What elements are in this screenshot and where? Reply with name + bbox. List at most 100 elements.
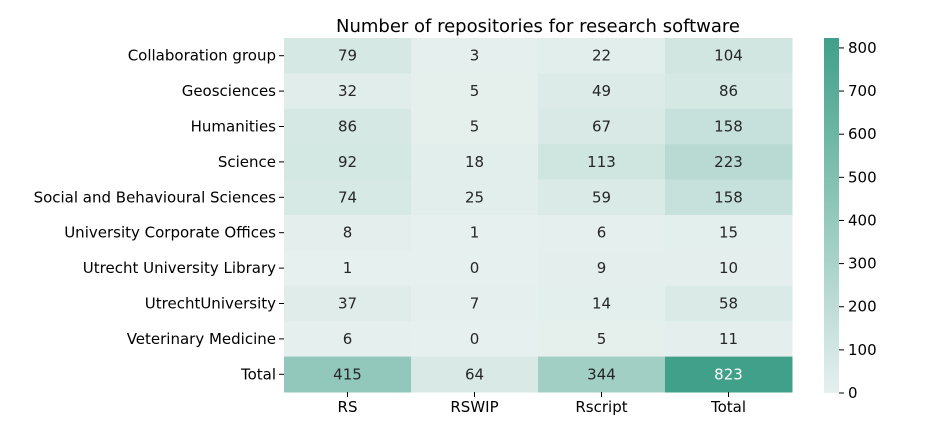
- cell-value-label: 7: [470, 295, 480, 313]
- heatmap-cell: [665, 250, 793, 287]
- heatmap-cell: [284, 108, 412, 145]
- heatmap-cell: [411, 108, 539, 145]
- colorbar-tick-label: 500: [848, 168, 877, 186]
- column-label: Rscript: [575, 398, 627, 416]
- cell-value-label: 113: [587, 153, 616, 171]
- heatmap-cell: [665, 321, 793, 358]
- heatmap-cell: [411, 215, 539, 251]
- cell-value-label: 18: [465, 153, 484, 171]
- cell-value-label: 823: [714, 365, 743, 383]
- heatmap-cell: [284, 179, 412, 216]
- heatmap-cell: [411, 250, 539, 287]
- cell-value-label: 104: [714, 47, 743, 65]
- cell-value-label: 22: [592, 47, 611, 65]
- cell-value-label: 3: [470, 47, 480, 65]
- cell-value-label: 0: [470, 330, 480, 348]
- heatmap-cell: [665, 73, 793, 110]
- heatmap-cell: [538, 285, 666, 322]
- heatmap-cell: [284, 356, 412, 393]
- heatmap-cell: [665, 215, 793, 251]
- cell-value-label: 79: [338, 47, 357, 65]
- row-label: Veterinary Medicine: [127, 330, 276, 348]
- cell-value-label: 10: [719, 259, 738, 277]
- cell-value-label: 59: [592, 188, 611, 206]
- heatmap-cell: [411, 356, 539, 393]
- heatmap-cell: [665, 38, 793, 74]
- cell-value-label: 1: [470, 224, 480, 242]
- cell-value-label: 92: [338, 153, 357, 171]
- heatmap-cell: [538, 144, 666, 181]
- column-labels: RS RSWIP Rscript Total: [338, 392, 746, 416]
- chart-title: Number of repositories for research soft…: [336, 16, 740, 37]
- heatmap-cell: [284, 73, 412, 110]
- cell-value-label: 6: [343, 330, 353, 348]
- cell-value-label: 223: [714, 153, 743, 171]
- heatmap-cell: [665, 144, 793, 181]
- cell-value-label: 14: [592, 295, 611, 313]
- row-label: Humanities: [191, 118, 277, 136]
- heatmap-cell: [538, 356, 666, 393]
- heatmap-cell: [538, 179, 666, 216]
- cell-value-label: 86: [338, 118, 357, 136]
- row-label: Geosciences: [182, 82, 276, 100]
- cell-value-label: 158: [714, 188, 743, 206]
- heatmap-cell: [665, 108, 793, 145]
- heatmap-cell: [411, 179, 539, 216]
- heatmap-cell: [665, 356, 793, 393]
- cell-value-label: 49: [592, 82, 611, 100]
- cell-value-label: 5: [470, 82, 480, 100]
- cell-value-label: 1: [343, 259, 353, 277]
- heatmap-cell: [538, 250, 666, 287]
- heatmap-cell: [665, 179, 793, 216]
- heatmap-cell: [411, 321, 539, 358]
- cell-value-label: 0: [470, 259, 480, 277]
- cell-value-label: 5: [597, 330, 607, 348]
- cell-value-label: 64: [465, 365, 484, 383]
- colorbar-tick-label: 800: [848, 39, 877, 57]
- heatmap-cell: [538, 321, 666, 358]
- colorbar-ticks: 0 100 200 300 400 500 600 700 800: [839, 39, 877, 402]
- colorbar: [824, 38, 839, 393]
- heatmap-cell: [284, 285, 412, 322]
- heatmap-cell: [665, 285, 793, 322]
- cell-value-label: 37: [338, 295, 357, 313]
- column-label: RSWIP: [450, 398, 498, 416]
- heatmap-cell: [411, 144, 539, 181]
- heatmap-cell: [538, 73, 666, 110]
- cell-value-label: 86: [719, 82, 738, 100]
- cell-value-label: 9: [597, 259, 607, 277]
- heatmap-cell: [538, 108, 666, 145]
- cell-value-label: 25: [465, 188, 484, 206]
- heatmap-cell: [284, 250, 412, 287]
- row-label: Total: [240, 365, 276, 383]
- row-label: Utrecht University Library: [83, 259, 276, 277]
- cell-value-label: 415: [333, 365, 362, 383]
- cell-value-label: 67: [592, 118, 611, 136]
- row-labels: Collaboration group Geosciences Humanities…: [34, 47, 284, 383]
- cell-value-label: 6: [597, 224, 607, 242]
- cell-value-label: 5: [470, 118, 480, 136]
- heatmap-cell: [284, 144, 412, 181]
- cell-value-label: 344: [587, 365, 616, 383]
- heatmap-cell: [538, 215, 666, 251]
- cell-value-label: 74: [338, 188, 357, 206]
- heatmap-cell: [411, 38, 539, 74]
- colorbar-tick-label: 400: [848, 211, 877, 229]
- colorbar-tick-label: 200: [848, 298, 877, 316]
- column-label: RS: [338, 398, 358, 416]
- heatmap-cell: [538, 38, 666, 74]
- heatmap-cell: [411, 73, 539, 110]
- heatmap-cell: [411, 285, 539, 322]
- heatmap-cell: [284, 38, 412, 74]
- colorbar-tick-label: 600: [848, 125, 877, 143]
- cell-value-label: 11: [719, 330, 738, 348]
- cell-value-label: 58: [719, 295, 738, 313]
- cell-value-label: 158: [714, 118, 743, 136]
- cell-value-label: 32: [338, 82, 357, 100]
- heatmap-cell: [284, 215, 412, 251]
- row-label: UtrechtUniversity: [145, 295, 276, 313]
- cell-value-label: 15: [719, 224, 738, 242]
- column-label: Total: [710, 398, 746, 416]
